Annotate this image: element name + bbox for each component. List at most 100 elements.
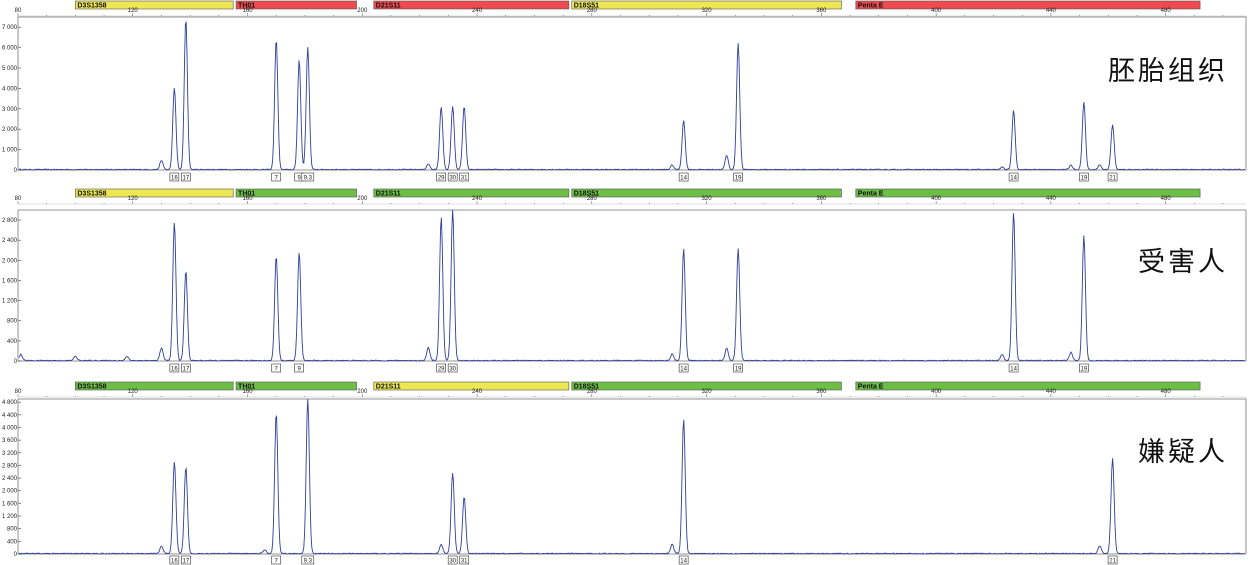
locus-bar (855, 381, 1201, 391)
allele-label: 19 (735, 366, 742, 372)
y-tick-label: 1 000 (2, 148, 18, 154)
y-tick-label: 2 000 (2, 489, 18, 495)
locus-bar (373, 0, 570, 10)
y-tick-label: 4 000 (2, 86, 18, 92)
allele-box (181, 555, 191, 565)
x-tick-label: 360 (816, 389, 827, 395)
x-tick-label: 320 (702, 389, 713, 395)
x-tick-label: 120 (128, 196, 139, 202)
locus-label: Penta E (858, 191, 884, 198)
allele-label: 14 (680, 175, 687, 181)
allele-label: 16 (171, 366, 178, 372)
locus-bar (373, 381, 570, 391)
x-tick-label: 440 (1046, 8, 1057, 14)
locus-bar (571, 188, 842, 198)
locus-bar (75, 0, 234, 10)
x-tick-label: 360 (816, 8, 827, 14)
locus-label: TH01 (238, 3, 255, 10)
y-tick-label: 1 200 (2, 299, 18, 305)
trace-line (18, 209, 1245, 362)
y-tick-label: 2 400 (2, 476, 18, 482)
allele-box (181, 363, 191, 373)
locus-label: D18S51 (574, 384, 599, 391)
x-tick-label: 80 (15, 196, 22, 202)
panel-title: 胚胎组织 (1108, 56, 1228, 87)
locus-label: D18S51 (574, 3, 599, 10)
allele-box (181, 172, 191, 182)
x-tick-label: 400 (931, 8, 942, 14)
y-tick-label: 5 000 (2, 66, 18, 72)
allele-box (459, 555, 469, 565)
allele-box (169, 363, 180, 373)
x-tick-label: 240 (472, 196, 483, 202)
locus-label: Penta E (858, 3, 884, 10)
y-tick-label: 2 800 (2, 218, 18, 224)
allele-box (447, 363, 458, 373)
allele-box (436, 363, 447, 373)
x-tick-label: 280 (587, 8, 598, 14)
y-tick-label: 400 (7, 539, 18, 545)
allele-box (1107, 555, 1118, 565)
allele-box (301, 555, 315, 565)
locus-bar (75, 188, 234, 198)
locus-bar (571, 0, 842, 10)
allele-label: 14 (680, 558, 687, 564)
y-tick-label: 800 (7, 319, 18, 325)
y-tick-label: 4 800 (2, 400, 18, 406)
locus-bar (373, 188, 570, 198)
y-tick-label: 4 400 (2, 413, 18, 419)
allele-label: 21 (1109, 558, 1116, 564)
allele-label: 9.3 (304, 558, 313, 564)
y-tick-label: 3 000 (2, 107, 18, 113)
allele-label: 21 (1109, 175, 1116, 181)
allele-box (301, 172, 315, 182)
allele-box (678, 363, 689, 373)
plot-frame (17, 398, 1247, 555)
locus-bar (855, 0, 1201, 10)
allele-box (1008, 363, 1019, 373)
locus-label: D3S1358 (77, 384, 106, 391)
locus-bar (75, 381, 234, 391)
allele-label: 17 (183, 558, 190, 564)
allele-box (733, 363, 743, 373)
x-tick-label: 160 (243, 389, 254, 395)
allele-box (447, 555, 458, 565)
plot-frame (17, 209, 1247, 362)
locus-label: D21S11 (376, 384, 401, 391)
y-tick-label: 2 800 (2, 463, 18, 469)
y-tick-label: 1 600 (2, 501, 18, 507)
panel-2: D3S1358 TH01 D21S11 D18S51 Penta E80 120 160 20… (2, 188, 1247, 373)
allele-label: 29 (438, 175, 445, 181)
y-tick-label: 0 (14, 552, 18, 558)
allele-label: 14 (1010, 366, 1017, 372)
y-tick-label: 2 000 (2, 258, 18, 264)
allele-box (1079, 172, 1089, 182)
allele-label: 19 (1081, 366, 1088, 372)
locus-label: Penta E (858, 384, 884, 391)
panel-title: 受害人 (1138, 247, 1228, 278)
allele-label: 30 (449, 175, 456, 181)
x-tick-label: 480 (1161, 196, 1172, 202)
x-tick-label: 240 (472, 389, 483, 395)
y-tick-label: 400 (7, 339, 18, 345)
allele-box (169, 172, 180, 182)
x-tick-label: 120 (128, 389, 139, 395)
locus-label: TH01 (238, 191, 255, 198)
x-tick-label: 440 (1046, 389, 1057, 395)
x-tick-label: 80 (15, 389, 22, 395)
allele-label: 31 (461, 175, 468, 181)
y-tick-label: 3 600 (2, 438, 18, 444)
allele-box (271, 555, 282, 565)
allele-label: 30 (449, 366, 456, 372)
y-tick-label: 7 000 (2, 25, 18, 31)
allele-label: 9.3 (304, 175, 313, 181)
x-tick-label: 200 (357, 196, 368, 202)
allele-box (436, 172, 447, 182)
allele-label: 19 (1081, 175, 1088, 181)
x-tick-label: 200 (357, 8, 368, 14)
allele-box (459, 172, 469, 182)
allele-box (678, 172, 689, 182)
allele-box (1079, 363, 1089, 373)
allele-label: 14 (680, 366, 687, 372)
